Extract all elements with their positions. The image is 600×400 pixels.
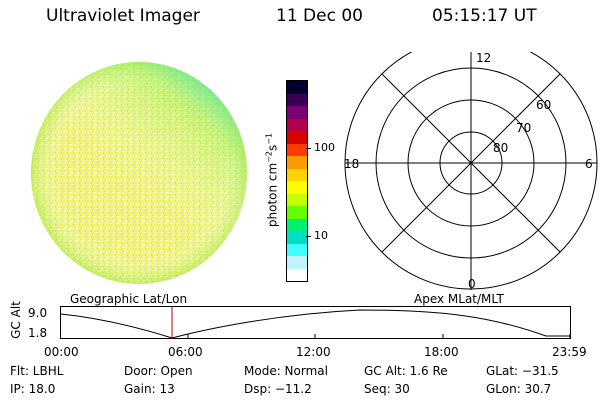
- info-door: Door: Open: [124, 364, 193, 378]
- polar-label-right: 6: [585, 157, 593, 171]
- colorbar-label: photon cm−2s−1: [264, 132, 280, 228]
- info-glon: GLon: 30.7: [486, 382, 552, 396]
- colorbar-tick-10: 10: [314, 229, 328, 242]
- timeline-ytick-bottom: 1.8: [28, 326, 48, 340]
- info-ip: IP: 18.0: [10, 382, 56, 396]
- colorbar-segment: [287, 156, 307, 169]
- colorbar-segment: [287, 256, 307, 269]
- info-dsp: Dsp: −11.2: [244, 382, 312, 396]
- time-label: 05:15:17 UT: [432, 6, 537, 26]
- colorbar-segment: [287, 243, 307, 256]
- colorbar: [286, 80, 308, 282]
- info-filter: Flt: LBHL: [10, 364, 64, 378]
- polar-label-left: 18: [344, 157, 359, 171]
- timeline-xtick-3: 18:00: [424, 345, 459, 359]
- timeline-left-title: Geographic Lat/Lon: [70, 292, 188, 306]
- timeline-xtick-4: 23:59: [552, 345, 587, 359]
- colorbar-segment: [287, 131, 307, 144]
- info-gc-alt: GC Alt: 1.6 Re: [364, 364, 448, 378]
- colorbar-segment: [287, 143, 307, 156]
- timeline-right-title: Apex MLat/MLT: [414, 292, 504, 306]
- polar-ring-label-60: 60: [536, 98, 551, 112]
- colorbar-segment: [287, 106, 307, 119]
- colorbar-segment: [287, 118, 307, 131]
- polar-ring-label-80: 80: [493, 141, 508, 155]
- info-gain: Gain: 13: [124, 382, 175, 396]
- info-seq: Seq: 30: [364, 382, 410, 396]
- colorbar-segment: [287, 93, 307, 106]
- colorbar-segment: [287, 168, 307, 181]
- earth-uv-image: [31, 62, 247, 284]
- info-mode: Mode: Normal: [244, 364, 328, 378]
- info-glat: GLat: −31.5: [486, 364, 559, 378]
- timeline-plot: [60, 306, 571, 339]
- date-label: 11 Dec 00: [276, 6, 363, 26]
- polar-grid: 12 18 6 0 60 70 80: [344, 52, 598, 291]
- timeline-xtick-2: 12:00: [296, 345, 331, 359]
- polar-ring-label-70: 70: [516, 121, 531, 135]
- app-title: Ultraviolet Imager: [46, 6, 200, 26]
- colorbar-segment: [287, 231, 307, 244]
- colorbar-segment: [287, 81, 307, 94]
- timeline-ytick-top: 9.0: [28, 306, 48, 320]
- timeline-ylabel: GC Alt: [9, 301, 23, 339]
- colorbar-segment: [287, 181, 307, 194]
- colorbar-segment: [287, 268, 307, 281]
- colorbar-segment: [287, 218, 307, 231]
- polar-label-top: 12: [476, 52, 491, 65]
- timeline-xtick-0: 00:00: [44, 345, 79, 359]
- colorbar-segment: [287, 193, 307, 206]
- polar-label-bottom: 0: [468, 277, 476, 291]
- colorbar-tick-100: 100: [314, 141, 335, 154]
- timeline-xtick-1: 06:00: [168, 345, 203, 359]
- colorbar-segment: [287, 206, 307, 219]
